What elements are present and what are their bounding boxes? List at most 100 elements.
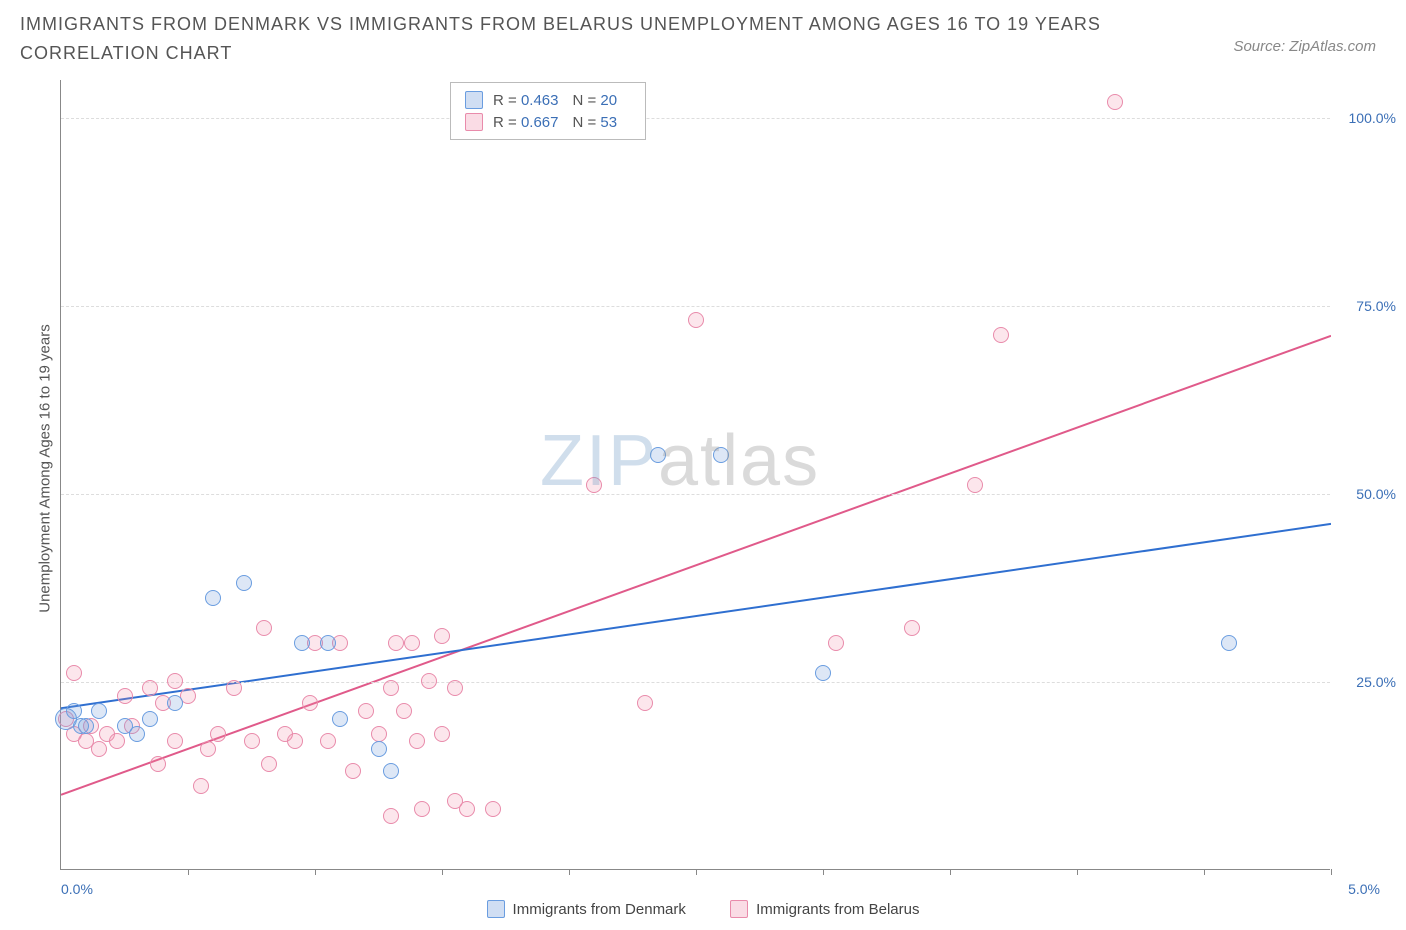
- legend-item-denmark: Immigrants from Denmark: [487, 900, 686, 918]
- data-point-pink: [150, 756, 166, 772]
- data-point-pink: [409, 733, 425, 749]
- y-axis-label: Unemployment Among Ages 16 to 19 years: [37, 309, 54, 629]
- data-point-blue: [815, 665, 831, 681]
- series-legend: Immigrants from Denmark Immigrants from …: [0, 900, 1406, 922]
- swatch-pink-bottom: [730, 900, 748, 918]
- x-tick: [823, 869, 824, 875]
- swatch-blue-bottom: [487, 900, 505, 918]
- data-point-blue: [383, 763, 399, 779]
- data-point-blue: [1221, 635, 1237, 651]
- data-point-pink: [287, 733, 303, 749]
- data-point-blue: [332, 711, 348, 727]
- data-point-pink: [434, 628, 450, 644]
- data-point-pink: [404, 635, 420, 651]
- data-point-blue: [371, 741, 387, 757]
- data-point-pink: [993, 327, 1009, 343]
- data-point-pink: [434, 726, 450, 742]
- y-tick-label: 25.0%: [1336, 674, 1396, 690]
- data-point-pink: [414, 801, 430, 817]
- x-tick: [696, 869, 697, 875]
- data-point-pink: [345, 763, 361, 779]
- data-point-pink: [261, 756, 277, 772]
- data-point-pink: [688, 312, 704, 328]
- trend-lines: [61, 80, 1331, 870]
- data-point-pink: [109, 733, 125, 749]
- data-point-pink: [200, 741, 216, 757]
- data-point-blue: [142, 711, 158, 727]
- data-point-blue: [205, 590, 221, 606]
- x-axis-min-label: 0.0%: [61, 881, 93, 897]
- data-point-blue: [320, 635, 336, 651]
- data-point-pink: [117, 688, 133, 704]
- stats-legend: R = 0.463N = 20 R = 0.667N = 53: [450, 82, 646, 140]
- chart-title: IMMIGRANTS FROM DENMARK VS IMMIGRANTS FR…: [20, 10, 1120, 68]
- data-point-pink: [459, 801, 475, 817]
- data-point-blue: [650, 447, 666, 463]
- swatch-blue: [465, 91, 483, 109]
- gridline: [61, 682, 1330, 683]
- x-tick: [1331, 869, 1332, 875]
- data-point-pink: [904, 620, 920, 636]
- data-point-pink: [586, 477, 602, 493]
- gridline: [61, 306, 1330, 307]
- data-point-blue: [167, 695, 183, 711]
- x-tick: [188, 869, 189, 875]
- x-tick: [315, 869, 316, 875]
- x-tick: [1077, 869, 1078, 875]
- data-point-pink: [302, 695, 318, 711]
- data-point-pink: [371, 726, 387, 742]
- y-tick-label: 100.0%: [1336, 110, 1396, 126]
- data-point-pink: [388, 635, 404, 651]
- plot-area: 0.0% 5.0% 25.0%50.0%75.0%100.0%: [60, 80, 1330, 870]
- data-point-pink: [358, 703, 374, 719]
- swatch-pink: [465, 113, 483, 131]
- data-point-pink: [167, 673, 183, 689]
- data-point-blue: [129, 726, 145, 742]
- data-point-pink: [244, 733, 260, 749]
- r-value-belarus: 0.667: [521, 114, 559, 131]
- r-value-denmark: 0.463: [521, 92, 559, 109]
- data-point-pink: [142, 680, 158, 696]
- x-tick: [950, 869, 951, 875]
- gridline: [61, 494, 1330, 495]
- y-tick-label: 50.0%: [1336, 486, 1396, 502]
- data-point-blue: [73, 718, 89, 734]
- y-tick-label: 75.0%: [1336, 298, 1396, 314]
- data-point-pink: [967, 477, 983, 493]
- data-point-blue: [66, 703, 82, 719]
- data-point-pink: [828, 635, 844, 651]
- data-point-pink: [485, 801, 501, 817]
- data-point-blue: [236, 575, 252, 591]
- data-point-pink: [421, 673, 437, 689]
- n-value-denmark: 20: [600, 92, 617, 109]
- data-point-pink: [1107, 94, 1123, 110]
- data-point-pink: [91, 741, 107, 757]
- data-point-pink: [447, 680, 463, 696]
- x-tick: [442, 869, 443, 875]
- data-point-pink: [256, 620, 272, 636]
- data-point-blue: [713, 447, 729, 463]
- stats-row-belarus: R = 0.667N = 53: [465, 111, 631, 133]
- n-value-belarus: 53: [600, 114, 617, 131]
- legend-label-denmark: Immigrants from Denmark: [513, 901, 686, 918]
- x-tick: [569, 869, 570, 875]
- data-point-pink: [637, 695, 653, 711]
- x-tick: [1204, 869, 1205, 875]
- data-point-blue: [91, 703, 107, 719]
- data-point-pink: [66, 665, 82, 681]
- data-point-pink: [383, 680, 399, 696]
- stats-row-denmark: R = 0.463N = 20: [465, 89, 631, 111]
- data-point-pink: [396, 703, 412, 719]
- legend-label-belarus: Immigrants from Belarus: [756, 901, 919, 918]
- data-point-pink: [383, 808, 399, 824]
- data-point-pink: [226, 680, 242, 696]
- legend-item-belarus: Immigrants from Belarus: [730, 900, 919, 918]
- data-point-pink: [320, 733, 336, 749]
- x-axis-max-label: 5.0%: [1348, 881, 1380, 897]
- data-point-blue: [294, 635, 310, 651]
- data-point-pink: [167, 733, 183, 749]
- gridline: [61, 118, 1330, 119]
- data-point-pink: [210, 726, 226, 742]
- source-attribution: Source: ZipAtlas.com: [1233, 38, 1376, 55]
- data-point-pink: [193, 778, 209, 794]
